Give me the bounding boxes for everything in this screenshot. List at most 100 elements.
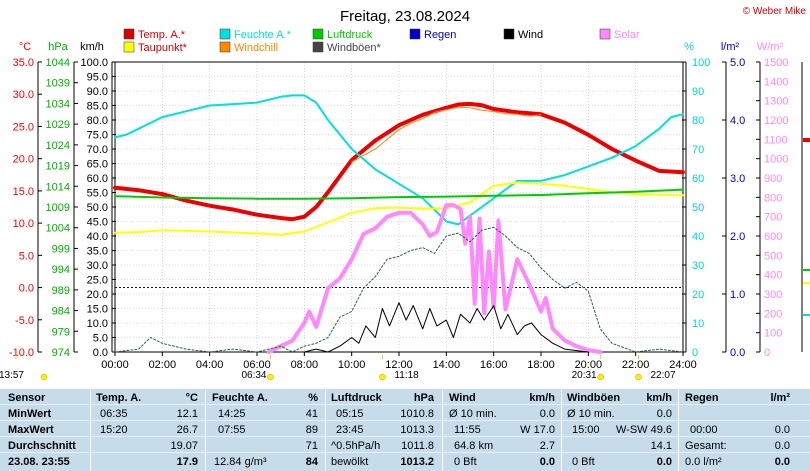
- axis-tick-label-pressure: 999: [52, 243, 70, 255]
- series: [113, 94, 810, 354]
- axis-tick-label-solar: 500: [764, 250, 782, 262]
- legend-label: Feuchte A.*: [234, 29, 292, 41]
- min-hum-time: 14:25: [218, 408, 246, 420]
- avg-rain-value: 0.0: [774, 440, 790, 452]
- axis-tick-label-pressure: 989: [52, 285, 70, 297]
- x-tick-label: 08:00: [291, 359, 319, 371]
- axis-tick-label-humidity: 80: [692, 115, 704, 127]
- avg-wind-value: 2.7: [539, 440, 555, 452]
- axis-tick-label-rain: 2.0: [730, 231, 745, 243]
- sun-label: 20:31: [572, 370, 597, 380]
- axis-tick-label-solar: 200: [764, 308, 782, 320]
- axis-tick-label-humidity: 10: [692, 318, 704, 330]
- avg-temp-value: 19.07: [170, 440, 198, 452]
- sun-icon: [379, 373, 386, 380]
- x-tick-label: 02:00: [149, 359, 177, 371]
- axis-tick-label-pressure: 974: [52, 347, 70, 359]
- legend-swatch: [503, 28, 515, 40]
- hdr-gust: Windböen: [567, 392, 621, 404]
- axis-tick-label-pressure: 1009: [46, 202, 70, 214]
- max-gust-time: 15:00: [572, 424, 600, 436]
- axis-tick-label-solar: 1300: [764, 96, 788, 108]
- axis-tick-label-wind: 65.0: [87, 159, 108, 171]
- hdr-temp: Temp. A.: [96, 392, 142, 404]
- legend-label: Wind: [518, 29, 543, 41]
- axis-tick-label-rain: 1.0: [730, 289, 745, 301]
- axis-tick-label-humidity: 90: [692, 86, 704, 98]
- legend-label: Windböen*: [327, 42, 382, 54]
- min-wind-time: Ø 10 min.: [449, 408, 497, 420]
- axis-tick-label-wind: 25.0: [87, 275, 108, 287]
- legend-swatch: [123, 28, 135, 40]
- axis-tick-label-pressure: 1029: [46, 119, 70, 131]
- axis-tick-label-wind: 50.0: [87, 202, 108, 214]
- axis-tick-label-wind: 45.0: [87, 217, 108, 229]
- axis-tick-label-pressure: 1044: [46, 57, 70, 69]
- axis-tick-label-wind: 40.0: [87, 231, 108, 243]
- avg-label: Durchschnitt: [8, 440, 76, 452]
- sun-label: 06:34: [241, 370, 266, 380]
- x-tick-label: 00:00: [101, 359, 129, 371]
- avg-press-value: 1011.8: [401, 440, 434, 452]
- sun-label: 13:57: [0, 370, 24, 380]
- axis-tick-label-humidity: 20: [692, 289, 704, 301]
- min-gust-value: 0.0: [656, 408, 672, 420]
- x-tick-label: 20:00: [575, 359, 603, 371]
- axis-tick-label-wind: 100.0: [80, 57, 108, 69]
- axis-tick-label-wind: 95.0: [87, 72, 108, 84]
- axis-tick-label-wind: 5.0: [93, 333, 108, 345]
- sun-icon: [597, 373, 604, 380]
- series-line: [114, 94, 684, 226]
- axis-tick-label-rain: 0.0: [730, 347, 745, 359]
- hdr-rain-unit: l/m²: [770, 392, 790, 404]
- axis-tick-label-humidity: 60: [692, 173, 704, 185]
- current-wind-value: 0.0: [539, 456, 555, 468]
- series-line: [351, 106, 542, 163]
- legend-label: Temp. A.*: [138, 29, 186, 41]
- sun-markers: 13:57 06:34 11:18 20:31 22:07: [0, 355, 676, 380]
- axis-unit-wind: km/h: [80, 41, 104, 53]
- axis-tick-label-pressure: 1024: [46, 140, 70, 152]
- max-gust-value: W-SW 49.6: [615, 424, 672, 436]
- series-line: [303, 302, 589, 353]
- axis-tick-label-solar: 400: [764, 270, 782, 282]
- axis-tick-label-pressure: 984: [52, 306, 70, 318]
- hdr-hum-unit: %: [308, 392, 318, 404]
- x-tick-label: 12:00: [385, 359, 413, 371]
- legend-label: Windchill: [234, 42, 278, 54]
- legend-label: Luftdruck: [327, 29, 373, 41]
- chart-title: Freitag, 23.08.2024: [340, 8, 470, 25]
- max-press-time: 23:45: [336, 424, 364, 436]
- axis-unit-solar: W/m²: [757, 41, 784, 53]
- current-gust-value: 0.0: [656, 456, 672, 468]
- hdr-rain: Regen: [685, 392, 719, 404]
- series-line: [114, 188, 684, 200]
- legend-swatch: [312, 41, 324, 53]
- axis-tick-label-wind: 10.0: [87, 318, 108, 330]
- axes: 35.0 30.0 25.0 20.0 15.0 10.0 5.0 0.0 -5.0 -10.0 1…: [9, 57, 803, 359]
- min-gust-time: Ø 10 min.: [567, 408, 615, 420]
- sun-label: 22:07: [651, 370, 676, 380]
- axis-tick-label-wind: 15.0: [87, 304, 108, 316]
- axis-tick-label-wind: 55.0: [87, 188, 108, 200]
- stats-max-row: MaxWert 15:20 26.7 07:55 89 23:45 1013.3…: [0, 423, 810, 437]
- hdr-temp-unit: °C: [185, 392, 198, 404]
- axis-tick-label-pressure: 1004: [46, 223, 70, 235]
- current-label: 23.08. 23:55: [8, 456, 70, 468]
- min-press-value: 1010.8: [400, 408, 434, 420]
- max-wind-time: 11:55: [454, 424, 481, 436]
- x-tick-label: 10:00: [338, 359, 366, 371]
- axis-tick-label-pressure: 1039: [46, 78, 70, 90]
- max-press-value: 1013.3: [400, 424, 434, 436]
- axis-tick-label-solar: 1500: [764, 57, 788, 69]
- axis-tick-label-rain: 3.0: [730, 173, 745, 185]
- max-temp-time: 15:20: [100, 424, 128, 436]
- axis-tick-label-temp: 15.0: [13, 186, 34, 198]
- max-rain-time: 00:00: [690, 424, 718, 436]
- legend-swatch: [219, 28, 231, 40]
- axis-tick-label-wind: 80.0: [87, 115, 108, 127]
- min-press-time: 05:15: [336, 408, 364, 420]
- series-line: [113, 101, 685, 222]
- axis-tick-label-wind: 75.0: [87, 130, 108, 142]
- axis-tick-label-rain: 4.0: [730, 115, 745, 127]
